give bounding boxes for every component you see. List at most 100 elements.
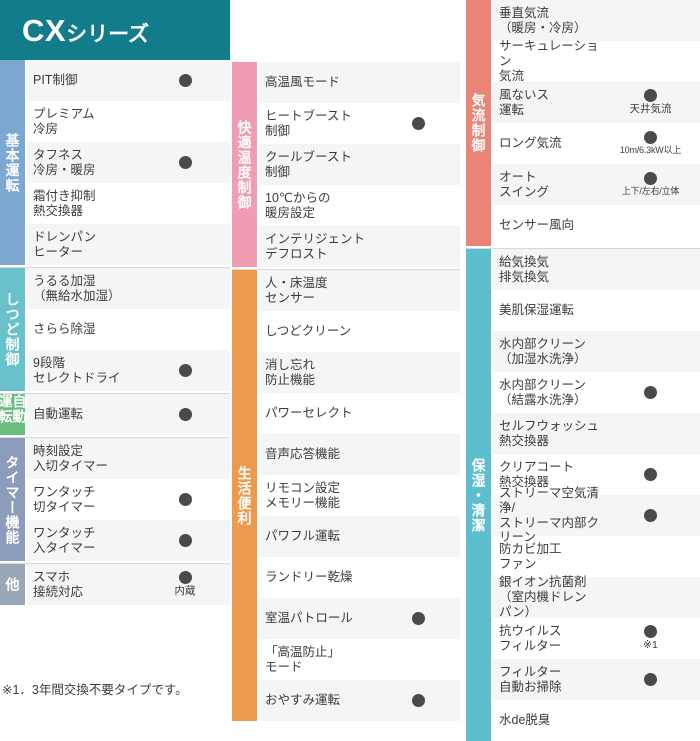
feature-availability: [601, 659, 700, 700]
feature-availability: [377, 62, 460, 103]
feature-row: 時刻設定 入切タイマー: [27, 438, 230, 479]
feature-name: タフネス 冷房・暖房: [27, 142, 140, 183]
feature-row: 10℃からの 暖房設定: [259, 185, 460, 226]
feature-availability: 上下/左右/立体: [601, 164, 700, 205]
feature-row: 霜付き抑制 熱交換器: [27, 183, 230, 224]
feature-group: 基本運転 PIT制御プレミアム 冷房タフネス 冷房・暖房 霜付き抑制 熱交換器 ドレンパンヒ…: [0, 60, 230, 265]
available-dot-icon: [644, 172, 657, 186]
group-divider: [0, 391, 230, 393]
feature-row: 防カビ加工 ファン: [493, 536, 700, 577]
feature-availability: [140, 394, 230, 435]
feature-row: 消し忘れ 防止機能: [259, 352, 460, 393]
feature-name: 室温パトロール: [259, 598, 377, 639]
feature-name: プレミアム 冷房: [33, 106, 95, 136]
feature-group: しつど制御 うるる加湿 （無給水加湿） さらら除湿 9段階 セレクトドライ: [0, 267, 230, 391]
feature-name: 消し忘れ 防止機能: [259, 352, 377, 393]
feature-row: クールブースト 制御: [259, 144, 460, 185]
group-category-bar: タイマー機能: [0, 438, 25, 561]
feature-row: ワンタッチ 入タイマー: [27, 520, 230, 561]
feature-row: ドレンパン ヒーター: [27, 224, 230, 265]
feature-name: クリアコート 熱交換器: [499, 459, 575, 489]
feature-availability: [377, 639, 460, 680]
series-banner: CXシリーズ: [0, 0, 230, 60]
feature-name: 高温風モード: [259, 62, 377, 103]
feature-note: 上下/左右/立体: [621, 186, 680, 197]
feature-name: ストリーマ空気清浄/ストリーマ内部クリーン: [493, 486, 601, 544]
feature-name: 10℃からの 暖房設定: [265, 190, 331, 220]
feature-name: さらら除湿: [33, 322, 96, 337]
feature-availability: [377, 311, 460, 352]
feature-row: 垂直気流 （暖房・冷房）: [493, 0, 700, 41]
feature-column-left: 基本運転 PIT制御プレミアム 冷房タフネス 冷房・暖房 霜付き抑制 熱交換器 ドレンパンヒ…: [0, 0, 230, 700]
feature-name: うるる加湿 （無給水加湿）: [27, 268, 140, 309]
feature-row: パワフル運転: [259, 516, 460, 557]
feature-availability: [140, 60, 230, 101]
available-dot-icon: [644, 89, 657, 103]
feature-name: おやすみ運転: [259, 680, 377, 721]
feature-availability: [377, 557, 460, 598]
feature-availability: [140, 479, 230, 520]
feature-availability: [377, 680, 460, 721]
feature-row: ストリーマ空気清浄/ストリーマ内部クリーン: [493, 486, 700, 544]
group-category-label: しつど制御: [4, 292, 21, 367]
group-category-label: 他: [4, 577, 21, 592]
feature-name: ランドリー乾燥: [265, 570, 353, 585]
available-dot-icon: [412, 117, 425, 130]
feature-availability: [377, 352, 460, 393]
feature-availability: [601, 249, 700, 290]
feature-name: サーキュレーション 気流: [499, 39, 599, 83]
feature-availability: [140, 309, 230, 350]
available-dot-icon: [178, 156, 192, 169]
feature-name: 自動運転: [27, 394, 140, 435]
feature-group: 保湿・清潔 給気換気 排気換気 美肌保湿運転 水内部クリーン （加湿水洗浄） 水内部クリーン…: [466, 248, 700, 741]
group-category-bar: 基本運転: [0, 60, 25, 265]
feature-row: PIT制御: [27, 60, 230, 101]
available-dot-icon: [178, 74, 192, 87]
feature-availability: [140, 142, 230, 183]
feature-availability: [601, 372, 700, 413]
feature-name: 防カビ加工 ファン: [499, 541, 562, 571]
feature-row: 抗ウイルス フィルター ※1: [493, 618, 700, 659]
feature-row: リモコン設定 メモリー機能: [259, 475, 460, 516]
feature-availability: 内蔵: [140, 564, 230, 605]
series-title: CXシリーズ: [0, 15, 149, 46]
group-category-bar: 快適温度制御: [232, 62, 257, 267]
available-dot-icon: [178, 534, 192, 547]
feature-row: インテリジェント デフロスト: [259, 226, 460, 267]
feature-row: クリアコート 熱交換器: [493, 454, 700, 495]
feature-name: 「高温防止」 モード: [265, 644, 341, 674]
feature-availability: [377, 434, 460, 475]
feature-group: 他スマホ 接続対応 内蔵: [0, 563, 230, 605]
feature-name: ドレンパン ヒーター: [27, 224, 140, 265]
group-category-label: 自動運転: [0, 394, 28, 424]
feature-note: 天井気流: [629, 103, 672, 116]
feature-row: ヒートブースト 制御: [259, 103, 460, 144]
feature-row: タフネス 冷房・暖房: [27, 142, 230, 183]
feature-row: おやすみ運転: [259, 680, 460, 721]
feature-row: セルフウォッシュ 熱交換器: [493, 413, 700, 454]
group-divider: [466, 246, 700, 248]
available-dot-icon: [178, 571, 192, 585]
feature-name: パワーセレクト: [265, 406, 353, 421]
feature-availability: [377, 516, 460, 557]
feature-row: 水de脱臭: [493, 700, 700, 741]
feature-row: 給気換気 排気換気: [493, 249, 700, 290]
feature-row: 人・床温度 センサー: [259, 270, 460, 311]
feature-availability: [377, 185, 460, 226]
feature-availability: [601, 41, 700, 82]
group-category-label: 生活便利: [236, 465, 253, 526]
available-dot-icon: [178, 493, 192, 506]
feature-name: リモコン設定 メモリー機能: [265, 480, 341, 510]
feature-row: 9段階 セレクトドライ: [27, 350, 230, 391]
feature-name: しつどクリーン: [265, 324, 352, 339]
feature-note: ※1: [643, 639, 658, 652]
feature-row: 風ないス 運転 天井気流: [493, 82, 700, 123]
feature-availability: [140, 438, 230, 479]
group-category-label: 快適温度制御: [236, 119, 253, 210]
feature-row: うるる加湿 （無給水加湿）: [27, 268, 230, 309]
feature-name: オート スイング: [493, 164, 601, 205]
available-dot-icon: [178, 408, 192, 421]
feature-availability: [140, 224, 230, 265]
available-dot-icon: [178, 364, 192, 377]
feature-row: 音声応答機能: [259, 434, 460, 475]
